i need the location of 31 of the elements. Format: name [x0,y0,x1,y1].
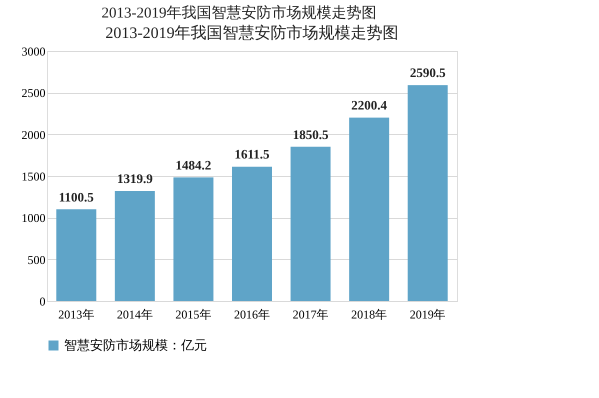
data-label: 1100.5 [58,189,94,204]
data-label: 1319.9 [116,171,154,186]
bar [408,85,448,301]
y-tick-label: 1500 [22,170,46,184]
bar [349,118,390,301]
x-tick-label: 2019年 [410,308,446,322]
x-tick-label: 2018年 [351,308,388,322]
chart-subtitle: 2013-2019年我国智慧安防市场规模走势图 [105,24,399,42]
y-tick-label: 2000 [22,128,46,142]
y-tick-label: 1000 [22,211,46,226]
x-tick-label: 2015年 [175,308,212,322]
y-tick-label: 2500 [22,86,46,100]
bar [232,166,272,301]
data-label: 2590.5 [410,65,446,80]
x-tick-label: 2014年 [116,308,153,322]
data-label: 2200.4 [351,98,388,113]
data-label: 1850.5 [292,126,329,142]
x-tick-label: 2013年 [58,308,94,322]
bar [290,146,331,301]
data-label: 1484.2 [176,157,212,172]
bar [56,209,96,301]
y-tick-label: 0 [40,294,46,308]
data-label: 1611.5 [234,146,270,162]
bar [114,191,155,301]
y-tick-label: 500 [28,252,46,267]
y-tick-label: 3000 [22,44,46,58]
chart-title: 2013-2019年我国智慧安防市场规模走势图 [102,4,376,22]
x-tick-label: 2016年 [234,308,270,322]
bar [173,177,214,301]
legend-label: 智慧安防市场规模：亿元 [64,338,207,352]
x-tick-label: 2017年 [292,308,329,322]
